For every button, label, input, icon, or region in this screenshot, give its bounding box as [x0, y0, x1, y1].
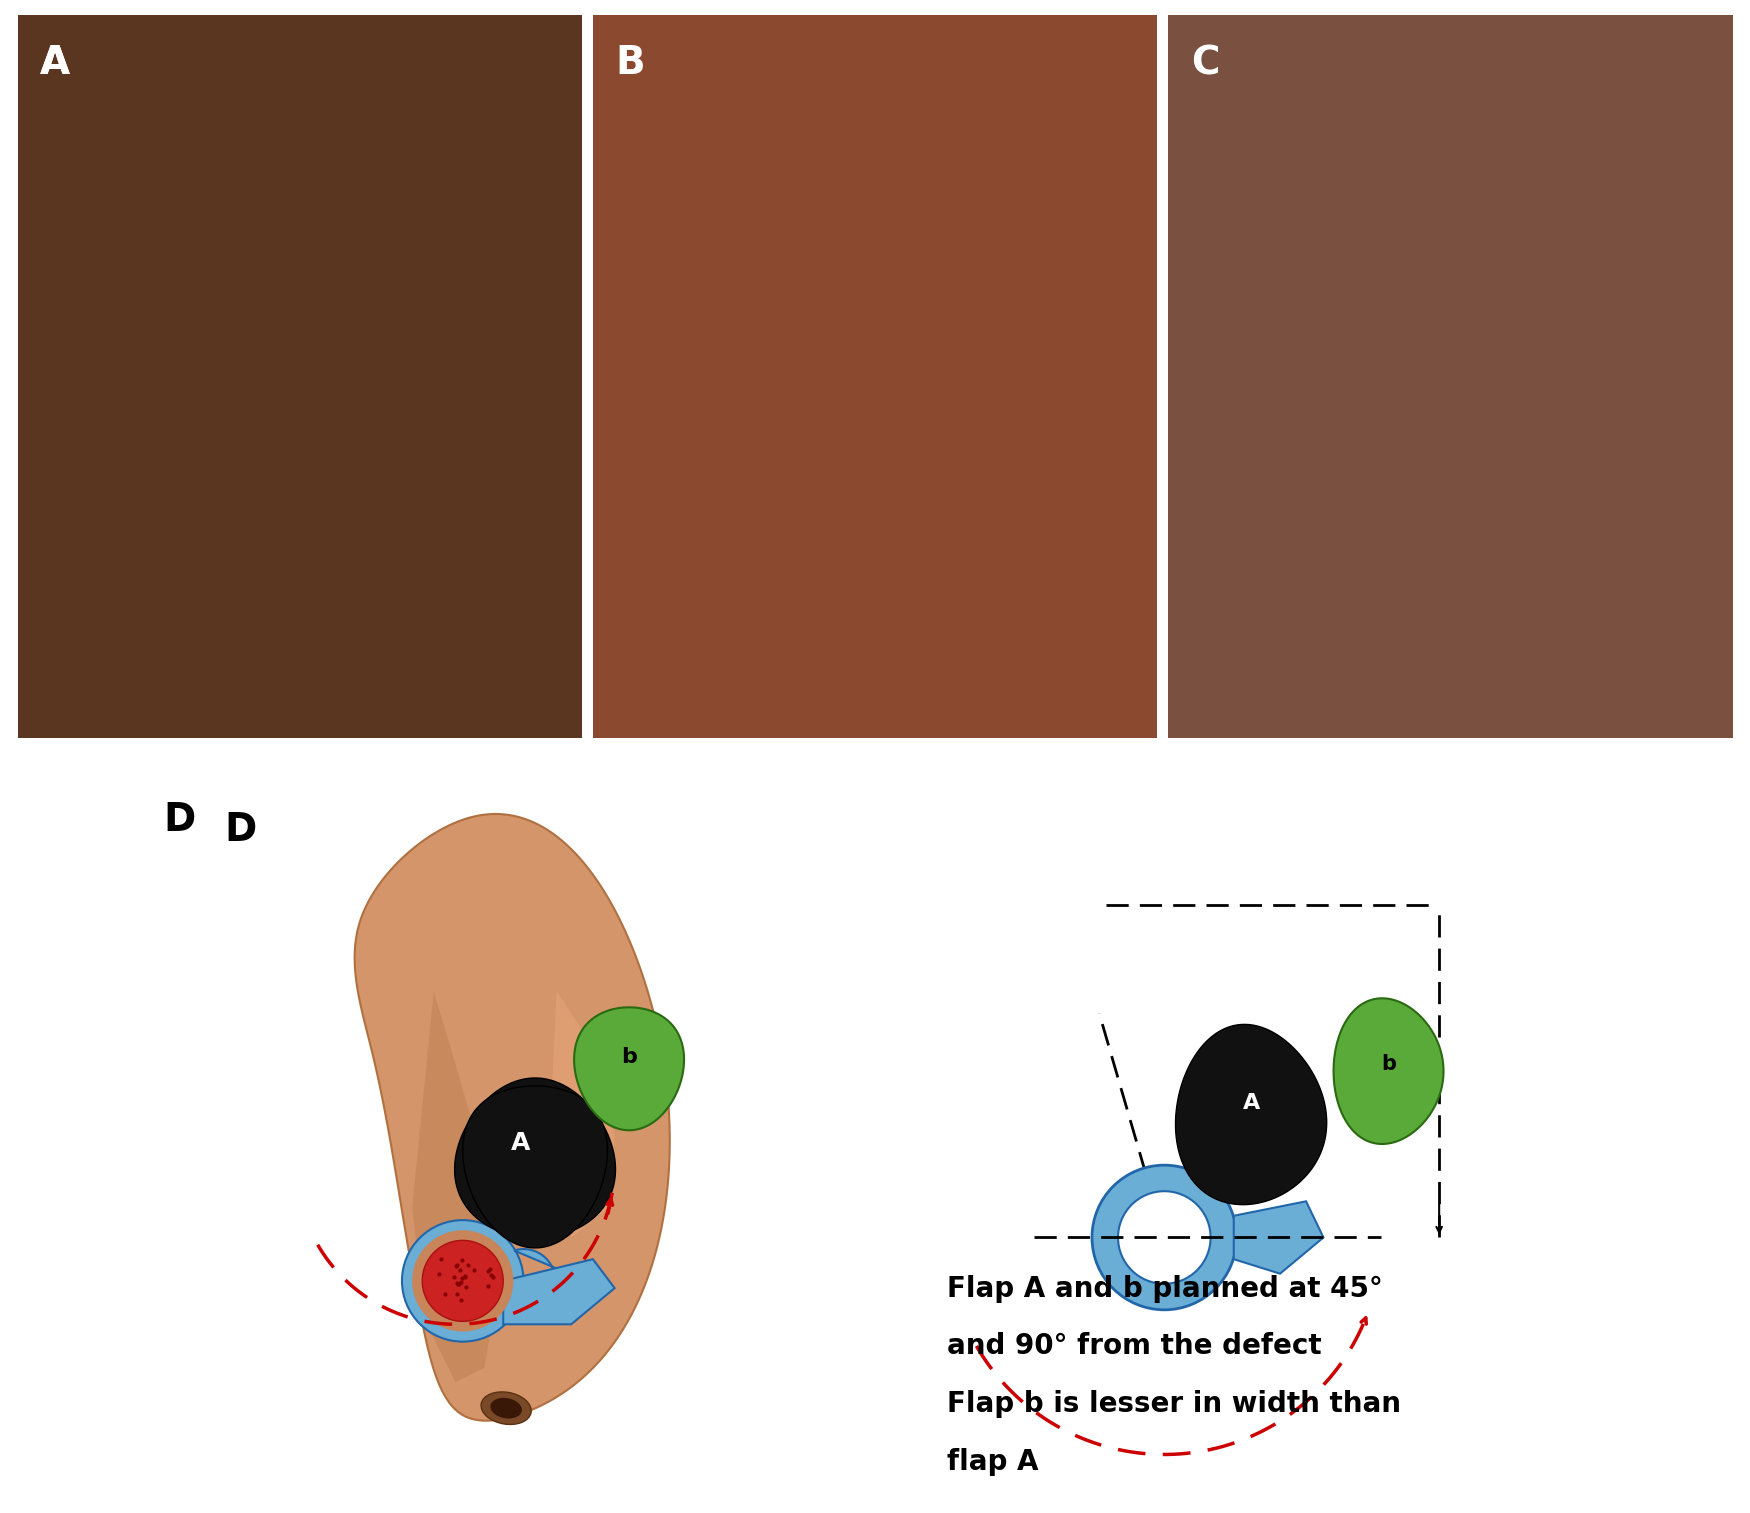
Text: and 90° from the defect: and 90° from the defect — [947, 1333, 1321, 1360]
Text: b: b — [621, 1047, 637, 1067]
Text: flap A: flap A — [947, 1448, 1040, 1477]
Text: A: A — [1242, 1092, 1260, 1114]
Polygon shape — [504, 1259, 614, 1324]
Circle shape — [411, 1230, 513, 1331]
Text: D: D — [224, 811, 255, 849]
Circle shape — [422, 1241, 504, 1321]
Polygon shape — [550, 991, 614, 1238]
Text: B: B — [616, 44, 646, 82]
Text: C: C — [1192, 44, 1220, 82]
Text: b: b — [1381, 1055, 1396, 1074]
Text: Flap b is lesser in width than: Flap b is lesser in width than — [947, 1390, 1402, 1418]
Circle shape — [1118, 1191, 1211, 1283]
Polygon shape — [1334, 999, 1444, 1144]
Ellipse shape — [490, 1398, 522, 1419]
Text: D: D — [163, 800, 196, 838]
Polygon shape — [355, 814, 670, 1421]
Polygon shape — [1176, 1024, 1326, 1204]
Polygon shape — [462, 1086, 607, 1248]
Polygon shape — [455, 1077, 616, 1238]
Circle shape — [402, 1219, 523, 1342]
Circle shape — [1092, 1165, 1237, 1310]
Polygon shape — [411, 991, 499, 1383]
Ellipse shape — [481, 1392, 532, 1424]
Text: Flap A and b planned at 45°: Flap A and b planned at 45° — [947, 1274, 1382, 1303]
Polygon shape — [1234, 1201, 1323, 1274]
Text: A: A — [40, 44, 70, 82]
Text: A: A — [40, 44, 70, 82]
Polygon shape — [574, 1008, 684, 1130]
Text: A: A — [511, 1132, 530, 1156]
Polygon shape — [514, 1250, 604, 1313]
